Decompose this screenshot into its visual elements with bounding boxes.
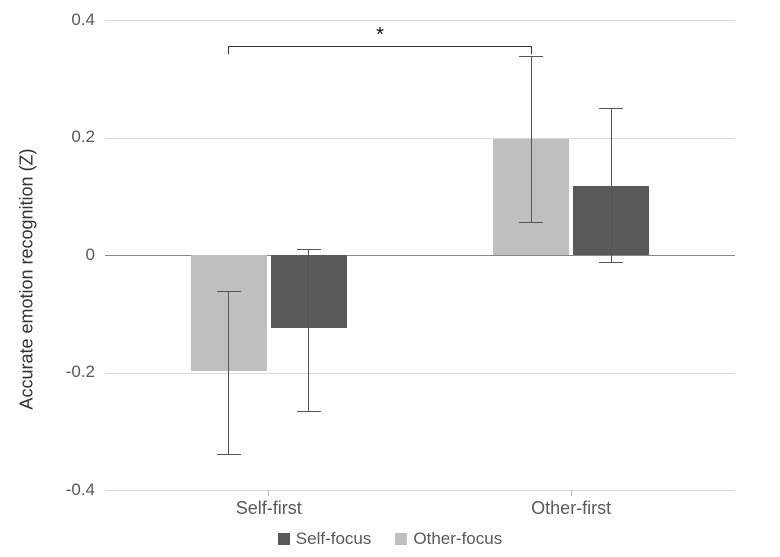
error-cap [519,56,543,57]
x-category-label: Self-first [189,498,349,519]
significance-bracket-tick [531,46,532,54]
error-cap [217,291,241,292]
legend-swatch [278,533,290,545]
y-tick-label: 0.2 [0,127,95,147]
error-bar [531,56,532,222]
significance-bracket-tick [228,46,229,54]
gridline [105,138,735,139]
y-tick-label: -0.2 [0,362,95,382]
error-cap [217,454,241,455]
legend: Self-focus Other-focus [0,529,780,549]
legend-label: Other-focus [413,529,502,548]
significance-star: * [370,24,390,47]
gridline [105,20,735,21]
error-cap [599,262,623,263]
legend-item-other-focus: Other-focus [395,529,502,549]
x-category-label: Other-first [491,498,651,519]
legend-swatch [395,533,407,545]
plot-area: * [105,20,735,491]
chart-container: Accurate emotion recognition (Z) * 0.40.… [0,0,780,557]
legend-item-self-focus: Self-focus [278,529,372,549]
gridline [105,490,735,491]
error-bar [228,291,229,454]
x-tick-mark [571,490,572,496]
error-bar [308,249,309,411]
x-tick-mark [268,490,269,496]
y-tick-label: 0 [0,245,95,265]
legend-label: Self-focus [296,529,372,548]
gridline [105,373,735,374]
error-cap [297,411,321,412]
y-tick-label: 0.4 [0,10,95,30]
error-cap [519,222,543,223]
error-cap [297,249,321,250]
y-tick-label: -0.4 [0,480,95,500]
error-bar [611,108,612,262]
error-cap [599,108,623,109]
